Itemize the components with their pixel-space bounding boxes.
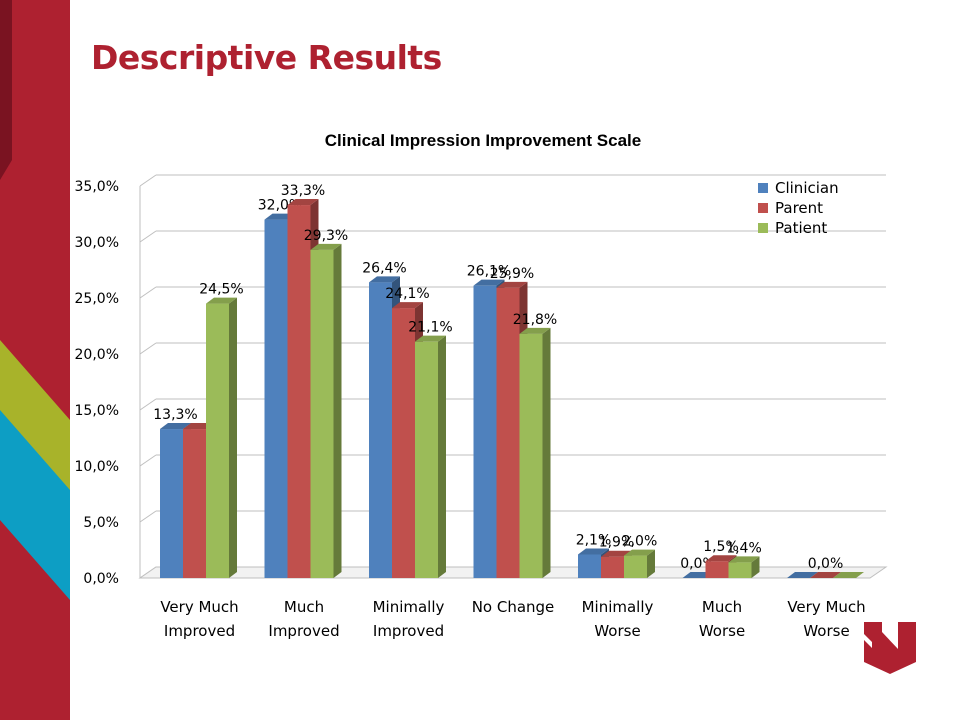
bar-top-patient: [624, 549, 655, 556]
data-label: 1,9%: [599, 535, 635, 551]
bar-top-parent: [810, 572, 841, 578]
bar-top-clinician: [473, 279, 505, 286]
legend-label: Parent: [775, 199, 823, 217]
x-category-label: Worse: [699, 622, 745, 640]
band-teal: [0, 410, 70, 600]
bar-parent: [496, 287, 520, 578]
x-category-label: Much: [284, 598, 324, 616]
bar-patient: [415, 341, 438, 578]
bar-parent: [601, 556, 624, 578]
bar-side-patient: [438, 335, 446, 578]
bar-top-clinician: [578, 548, 609, 555]
bar-side-patient: [542, 327, 551, 578]
data-label: 33,3%: [281, 183, 325, 199]
bar-patient: [310, 249, 334, 578]
x-category-label: Worse: [803, 622, 849, 640]
x-category-label: Much: [702, 598, 742, 616]
data-label: 0,0%: [808, 556, 844, 572]
bar-top-parent: [287, 199, 319, 206]
data-label: 24,5%: [199, 282, 243, 298]
bar-patient: [206, 303, 229, 578]
bar-clinician: [473, 285, 497, 578]
chart-title: Clinical Impression Improvement Scale: [325, 131, 642, 150]
gridline-depth: [139, 174, 157, 187]
x-category-label: Improved: [268, 622, 339, 640]
bar-parent: [183, 429, 206, 578]
data-label: 1,5%: [703, 539, 739, 555]
bar-parent: [705, 561, 729, 578]
x-category-label: Very Much: [787, 598, 865, 616]
data-label: 1,4%: [726, 540, 762, 556]
y-tick-label: 30,0%: [75, 235, 119, 251]
bar-top-parent: [392, 302, 423, 309]
bar-top-clinician: [369, 276, 400, 283]
legend-label: Patient: [775, 219, 827, 237]
side-color-band: [0, 0, 70, 720]
bar-clinician: [264, 219, 288, 578]
bar-clinician: [369, 282, 392, 578]
y-tick-label: 20,0%: [75, 347, 119, 363]
gridline-depth: [139, 230, 157, 243]
x-category-label: Worse: [594, 622, 640, 640]
bar-clinician: [578, 554, 601, 578]
legend-swatch-clinician: [758, 183, 768, 193]
bar-patient: [728, 562, 752, 578]
page-title: Descriptive Results: [91, 38, 442, 77]
bar-top-patient: [206, 297, 237, 304]
bar-top-patient: [519, 327, 551, 334]
legend-swatch-parent: [758, 203, 768, 213]
data-label: 26,1%: [467, 264, 511, 280]
data-label: 24,1%: [385, 286, 429, 302]
data-label: 26,4%: [362, 260, 406, 276]
bar-top-parent: [496, 281, 528, 288]
x-category-label: Minimally: [373, 598, 445, 616]
gridline-depth: [139, 342, 157, 355]
data-label: 13,3%: [153, 407, 197, 423]
y-tick-label: 0,0%: [83, 571, 119, 587]
data-label: 21,1%: [408, 320, 452, 336]
bar-parent: [392, 308, 415, 578]
gridline-depth: [139, 286, 157, 299]
x-category-label: No Change: [472, 598, 555, 616]
gridline-depth: [139, 454, 157, 467]
data-label: 25,9%: [490, 266, 534, 282]
y-tick-label: 15,0%: [75, 403, 119, 419]
bar-top-clinician: [787, 572, 818, 578]
bar-side-patient: [751, 556, 760, 578]
bar-top-patient: [833, 572, 864, 578]
data-label: 2,1%: [576, 532, 612, 548]
bar-parent: [287, 205, 311, 579]
band-red-lower: [0, 560, 70, 720]
logo-n-shape: [864, 622, 916, 674]
x-category-label: Improved: [164, 622, 235, 640]
x-category-label: Improved: [373, 622, 444, 640]
y-tick-label: 10,0%: [75, 459, 119, 475]
bar-top-parent: [705, 555, 737, 562]
university-n-logo: [864, 622, 916, 674]
gridline-depth: [139, 510, 157, 523]
bar-side-patient: [647, 549, 655, 578]
bar-top-patient: [310, 243, 342, 250]
bar-top-parent: [601, 550, 632, 557]
x-category-label: Minimally: [582, 598, 654, 616]
legend-label: Clinician: [775, 179, 839, 197]
bar-clinician: [160, 429, 183, 578]
legend-swatch-patient: [758, 223, 768, 233]
bar-top-clinician: [160, 423, 191, 430]
y-tick-label: 25,0%: [75, 291, 119, 307]
data-label: 29,3%: [304, 228, 348, 244]
x-category-label: Very Much: [160, 598, 238, 616]
bar-side-patient: [333, 243, 342, 578]
y-tick-label: 5,0%: [83, 515, 119, 531]
data-label: 21,8%: [513, 312, 557, 328]
data-label: 2,0%: [622, 534, 658, 550]
bar-top-patient: [415, 335, 446, 342]
y-tick-label: 35,0%: [75, 179, 119, 195]
bar-side-patient: [229, 297, 237, 578]
bar-patient: [624, 555, 647, 578]
gridline-depth: [139, 398, 157, 411]
bar-top-patient: [728, 556, 760, 563]
bar-patient: [519, 333, 543, 578]
